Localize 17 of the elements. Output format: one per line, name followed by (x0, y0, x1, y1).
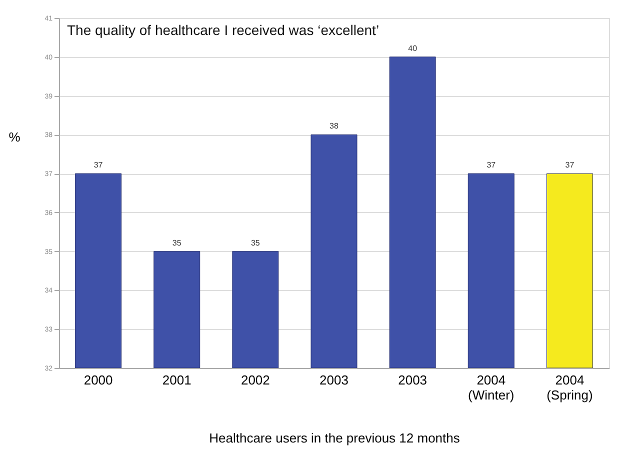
x-axis-title: Healthcare users in the previous 12 months (209, 430, 460, 446)
data-label: 35 (172, 238, 182, 248)
y-axis-title: % (8, 130, 21, 144)
x-tick-label: 2002 (240, 372, 270, 388)
x-tick-label: 2004 (Winter) (468, 372, 514, 402)
data-label: 37 (94, 160, 104, 170)
data-label: 35 (250, 238, 260, 248)
data-label: 37 (565, 160, 575, 170)
x-tick-label: 2003 (398, 372, 428, 388)
x-tick-label: 2004 (Spring) (546, 372, 593, 402)
data-label: 38 (330, 122, 339, 131)
chart-title: The quality of healthcare I received was ‘excellent’ (67, 22, 380, 38)
x-tick-label: 2000 (84, 372, 113, 388)
data-label: 40 (408, 44, 418, 53)
x-tick-label: 2001 (162, 372, 192, 388)
x-tick-label: 2003 (320, 372, 348, 388)
data-label: 37 (486, 160, 496, 170)
